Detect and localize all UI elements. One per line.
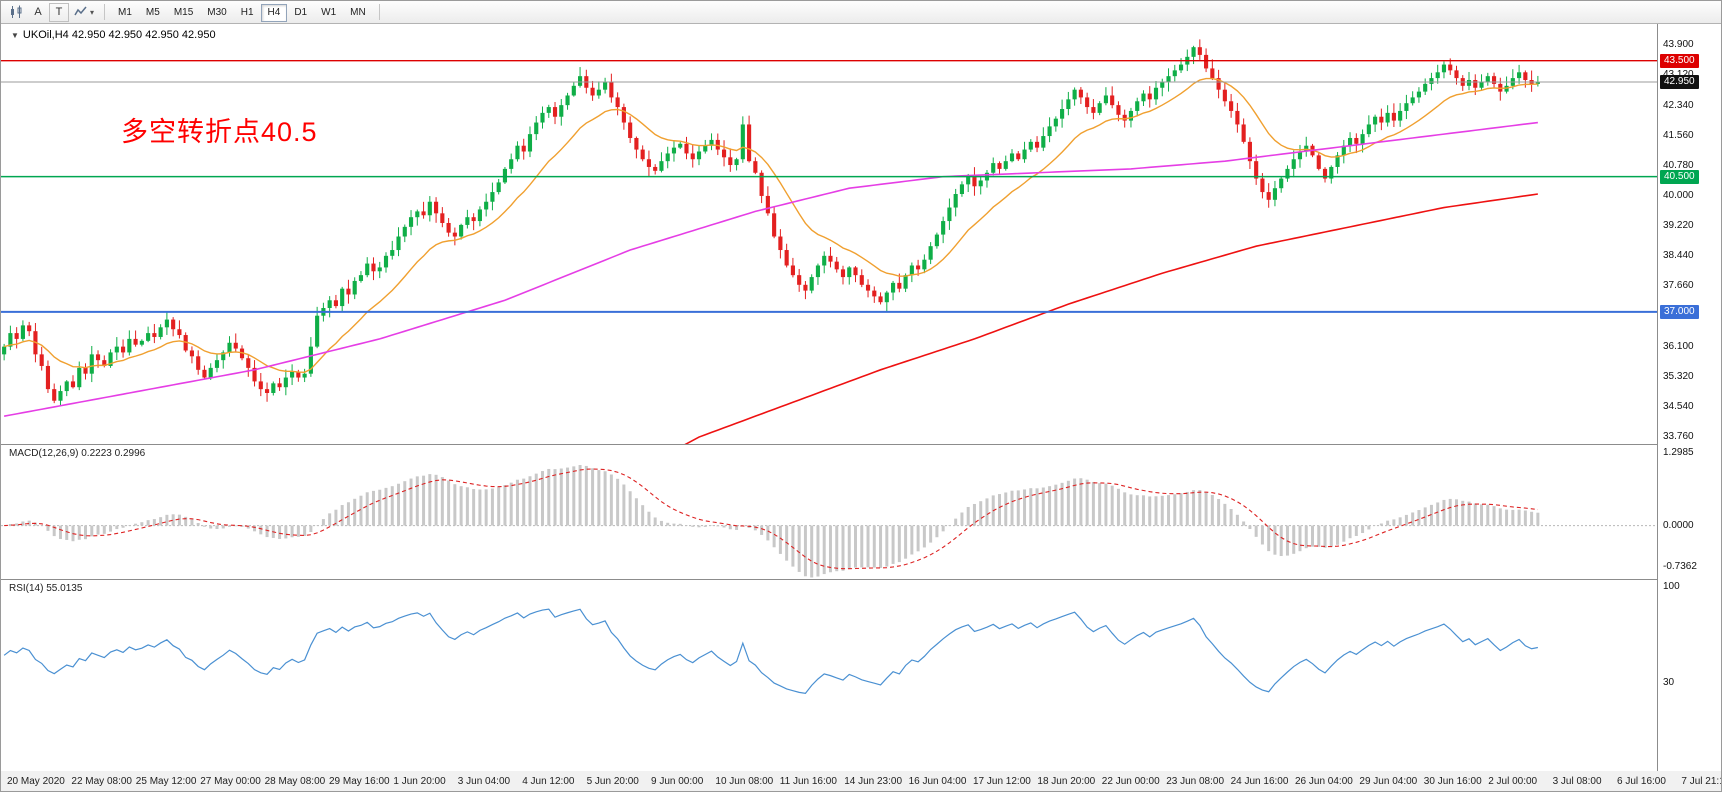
rsi-scale-label: 100 [1663, 581, 1680, 592]
time-label: 10 Jun 08:00 [715, 776, 774, 787]
time-label: 22 May 08:00 [71, 776, 132, 787]
price-tick-label: 36.100 [1663, 340, 1694, 352]
price-tick-label: 33.760 [1663, 431, 1694, 443]
rsi-panel[interactable]: RSI(14) 55.0135 [1, 579, 1657, 771]
symbol-ohlc-text: UKOil,H4 42.950 42.950 42.950 42.950 [22, 29, 216, 41]
time-label: 6 Jul 16:00 [1617, 776, 1666, 787]
time-label: 26 Jun 04:00 [1295, 776, 1353, 787]
indicators-dropdown-button[interactable]: ▾ [70, 3, 98, 22]
price-level-badge: 43.500 [1660, 53, 1699, 68]
time-label: 17 Jun 12:00 [973, 776, 1031, 787]
time-label: 27 May 00:00 [200, 776, 261, 787]
macd-panel[interactable]: MACD(12,26,9) 0.2223 0.2996 [1, 444, 1657, 579]
toolbar-separator [378, 4, 380, 20]
macd-header: MACD(12,26,9) 0.2223 0.2996 [9, 448, 146, 459]
time-label: 29 Jun 04:00 [1359, 776, 1418, 787]
time-label: 3 Jun 04:00 [457, 776, 511, 787]
chart-area: ▼ UKOil,H4 42.950 42.950 42.950 42.950 多空… [1, 24, 1721, 791]
timeframe-m30[interactable]: M30 [200, 4, 233, 22]
price-tick-label: 41.560 [1663, 129, 1694, 141]
timeframe-m1[interactable]: M1 [111, 4, 139, 22]
time-label: 23 Jun 08:00 [1166, 776, 1225, 787]
macd-scale-label: 1.2985 [1663, 446, 1694, 458]
timeframe-mn[interactable]: MN [343, 4, 373, 22]
timeframe-h4[interactable]: H4 [260, 3, 288, 22]
toolbar-separator [104, 4, 106, 20]
price-level-badge: 42.950 [1660, 74, 1699, 89]
rsi-plot [3, 608, 1538, 695]
time-label: 9 Jun 00:00 [651, 776, 704, 787]
candlestick-plot [1, 39, 1657, 444]
price-tick-label: 43.120 [1663, 69, 1694, 81]
timeframe-h1[interactable]: H1 [234, 4, 261, 22]
price-tick-label: 39.220 [1663, 220, 1694, 232]
chart-shift-button[interactable]: T [49, 2, 69, 22]
timeframe-m15[interactable]: M15 [167, 4, 200, 22]
time-label: 1 Jun 20:00 [393, 776, 446, 787]
price-tick-label: 34.540 [1663, 400, 1694, 412]
timeframe-m5[interactable]: M5 [139, 4, 167, 22]
price-tick-label: 43.900 [1663, 39, 1694, 51]
time-label: 28 May 08:00 [264, 776, 326, 787]
time-label: 25 May 12:00 [135, 776, 197, 787]
price-tick-label: 37.660 [1663, 280, 1694, 292]
time-label: 20 May 2020 [7, 776, 65, 787]
time-axis[interactable]: 20 May 2020 22 May 08:00 25 May 12:00 27 Ma… [1, 771, 1721, 791]
price-tick-label: 35.320 [1663, 370, 1694, 382]
time-label: 2 Jul 00:00 [1488, 776, 1538, 787]
price-tick-label: 40.780 [1663, 159, 1694, 171]
symbol-quote-line: ▼ UKOil,H4 42.950 42.950 42.950 42.950 [11, 29, 216, 41]
timeframe-d1[interactable]: D1 [287, 4, 314, 22]
time-label: 5 Jun 20:00 [586, 776, 639, 787]
time-label: 14 Jun 23:00 [844, 776, 903, 787]
rsi-scale-label: 30 [1663, 676, 1675, 688]
price-scale[interactable]: 43.900 43.120 42.340 41.560 40.780 40.000 39.2… [1657, 24, 1721, 771]
candlestick-chart-icon[interactable] [5, 3, 27, 22]
time-label: 29 May 16:00 [329, 776, 390, 787]
panel-divider[interactable] [1, 444, 1721, 445]
auto-scroll-button[interactable]: A [28, 3, 48, 22]
time-label: 7 Jul 21:15 [1681, 776, 1721, 787]
macd-scale-label: -0.7362 [1663, 560, 1697, 572]
price-level-badge: 37.000 [1660, 304, 1699, 319]
collapse-triangle-icon[interactable]: ▼ [11, 31, 19, 40]
time-label: 30 Jun 16:00 [1423, 776, 1482, 787]
macd-plot [1, 464, 1657, 578]
time-label: 3 Jul 08:00 [1552, 776, 1602, 787]
rsi-header: RSI(14) 55.0135 [9, 583, 83, 594]
chart-text-annotation[interactable]: 多空转折点40.5 [121, 117, 318, 147]
time-label: 11 Jun 16:00 [779, 776, 837, 787]
time-label: 22 Jun 00:00 [1101, 776, 1160, 787]
time-label: 16 Jun 04:00 [908, 776, 967, 787]
price-level-badge: 40.500 [1660, 169, 1699, 184]
price-tick-label: 40.000 [1663, 189, 1694, 201]
time-label: 4 Jun 12:00 [522, 776, 575, 787]
macd-scale-label: 0.0000 [1663, 519, 1694, 531]
price-tick-label: 38.440 [1663, 250, 1694, 262]
chevron-down-icon: ▾ [90, 7, 95, 17]
panel-divider[interactable] [1, 579, 1721, 580]
chart-toolbar: A T ▾ M1 M5 M15 M30 H1 H4 D1 W1 MN [1, 1, 1721, 24]
time-label: 24 Jun 16:00 [1230, 776, 1289, 787]
main-chart-panel[interactable]: ▼ UKOil,H4 42.950 42.950 42.950 42.950 多空… [1, 24, 1657, 444]
price-tick-label: 42.340 [1663, 99, 1694, 111]
time-label: 18 Jun 20:00 [1037, 776, 1096, 787]
timeframe-toolbar: M1 M5 M15 M30 H1 H4 D1 W1 MN [111, 2, 373, 22]
timeframe-w1[interactable]: W1 [314, 4, 343, 22]
